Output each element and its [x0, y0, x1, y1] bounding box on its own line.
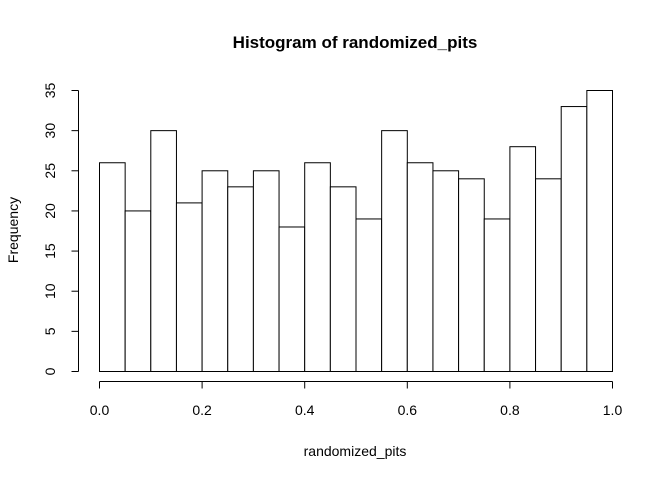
histogram-bar: [432, 170, 460, 372]
histogram-bar: [483, 218, 511, 372]
y-tick-label: 25: [42, 163, 58, 179]
y-tick-label: 20: [42, 203, 58, 219]
histogram-bar: [509, 146, 537, 372]
y-axis-label: Frequency: [5, 197, 21, 263]
histogram-bar: [458, 178, 485, 372]
histogram-bar: [355, 218, 383, 372]
x-tick-label: 0.4: [295, 402, 315, 418]
histogram-bar: [535, 178, 562, 372]
histogram-bar: [99, 162, 126, 372]
histogram-bar: [150, 130, 177, 372]
x-tick-label: 0.8: [500, 402, 520, 418]
x-tick-label: 0.0: [90, 402, 110, 418]
y-tick-label: 5: [42, 327, 58, 335]
y-tick-label: 10: [42, 283, 58, 299]
histogram-bar: [304, 162, 331, 372]
histogram-bar: [278, 226, 306, 372]
histogram-bar: [227, 186, 254, 372]
x-axis-label: randomized_pits: [304, 443, 407, 459]
histogram-bar: [175, 202, 203, 372]
histogram-bar: [586, 90, 613, 372]
histogram-bar: [560, 106, 588, 373]
histogram-bar: [381, 130, 408, 372]
x-axis: 0.0 0.2 0.4 0.6 0.8 1.0: [90, 381, 623, 418]
histogram-bar: [124, 210, 152, 372]
histogram-bar: [406, 162, 434, 372]
x-tick-label: 1.0: [603, 402, 623, 418]
y-tick-label: 35: [42, 83, 58, 99]
x-tick-label: 0.6: [398, 402, 418, 418]
bars-group: [99, 90, 613, 373]
histogram-bar: [201, 170, 229, 372]
x-tick-label: 0.2: [192, 402, 212, 418]
y-tick-label: 15: [42, 243, 58, 259]
y-tick-label: 0: [42, 367, 58, 375]
histogram-bar: [252, 170, 280, 372]
y-axis: 0 5 10 15 20 25 30 35: [42, 83, 79, 375]
histogram-bar: [329, 186, 357, 372]
y-tick-label: 30: [42, 123, 58, 139]
chart-title: Histogram of randomized_pits: [233, 33, 478, 52]
